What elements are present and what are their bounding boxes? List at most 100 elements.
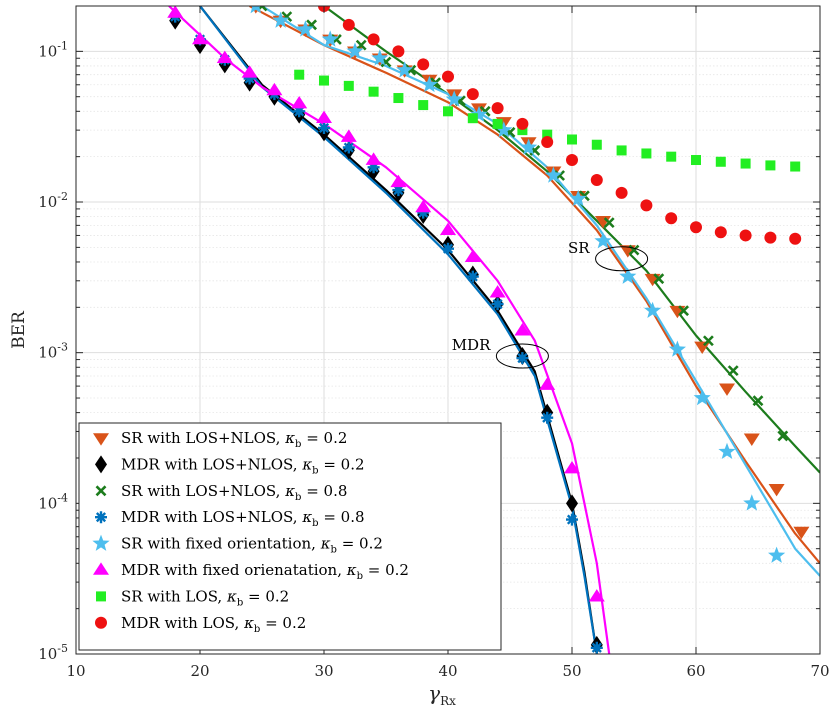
data-point-square: [96, 591, 106, 602]
data-point-x: [628, 244, 640, 256]
data-point-x: [355, 39, 367, 51]
data-point-tri-up: [93, 562, 109, 575]
legend-entry: MDR with LOS+NLOS, κb = 0.2: [95, 455, 365, 476]
data-point-star: [296, 20, 314, 37]
data-point-star: [272, 11, 290, 28]
data-point-x: [95, 485, 107, 497]
data-point-square: [517, 125, 528, 136]
data-point-square: [591, 139, 602, 150]
data-point-tri-up: [440, 222, 456, 236]
annotation-ellipse: [595, 246, 649, 272]
data-point-asterisk: [293, 105, 306, 118]
data-point-star: [693, 389, 711, 406]
data-point-tri-down: [719, 383, 735, 396]
data-point-star: [619, 267, 637, 284]
y-axis-label: BER: [9, 310, 29, 349]
data-point-square: [567, 134, 577, 145]
data-point-square: [691, 155, 701, 166]
data-point-circle: [491, 102, 504, 115]
data-point-square: [715, 156, 726, 167]
legend-entry: SR with fixed orientation, κb = 0.2: [92, 534, 383, 556]
data-point-star: [470, 105, 488, 122]
data-point-asterisk: [95, 511, 107, 524]
legend: SR with LOS+NLOS, κb = 0.2 MDR with LOS+N…: [78, 422, 502, 651]
data-point-x: [702, 335, 714, 347]
data-point-circle: [764, 231, 777, 244]
data-point-square: [418, 100, 429, 111]
data-point-star: [321, 30, 339, 47]
data-point-star: [250, 6, 262, 14]
y-tick-label: 10-1: [38, 39, 68, 60]
data-point-tri-up: [266, 82, 283, 96]
data-point-x: [678, 305, 690, 317]
data-point-star: [420, 75, 438, 93]
data-point-circle: [442, 70, 454, 83]
data-point-star: [544, 166, 562, 183]
annotation-label: MDR: [452, 336, 491, 354]
legend-entry: MDR with fixed orienatation, κb = 0.2: [93, 561, 409, 582]
curve-line: [199, 6, 598, 654]
data-point-star: [520, 138, 538, 155]
data-point-tri-up: [390, 174, 407, 188]
data-point-asterisk: [417, 206, 430, 219]
data-point-square: [294, 69, 305, 80]
data-point-tri-up: [415, 199, 432, 213]
data-point-star: [371, 49, 389, 66]
data-point-square: [492, 118, 503, 129]
data-point-star: [743, 494, 761, 511]
data-point-tri-down: [93, 433, 109, 446]
data-point-star: [92, 534, 110, 551]
annotation-label: SR: [568, 239, 590, 257]
x-axis-label: γRx: [428, 681, 456, 708]
data-point-asterisk: [243, 72, 256, 85]
data-point-circle: [342, 18, 355, 31]
data-point-asterisk: [590, 641, 603, 654]
data-point-square: [443, 106, 453, 117]
legend-label: MDR with LOS+NLOS, κb = 0.8: [121, 508, 365, 529]
data-point-tri-up: [167, 6, 184, 18]
y-tick-label: 10-2: [38, 190, 68, 211]
legend-label: SR with LOS+NLOS, κb = 0.2: [121, 429, 347, 450]
data-point-x: [777, 430, 789, 442]
x-tick-label: 50: [562, 662, 581, 680]
data-point-star: [768, 546, 786, 563]
legend-label: MDR with LOS+NLOS, κb = 0.2: [121, 455, 365, 476]
data-point-square: [542, 129, 553, 140]
data-point-circle: [690, 221, 702, 234]
data-point-asterisk: [566, 513, 578, 526]
data-point-asterisk: [318, 122, 330, 134]
data-point-asterisk: [516, 352, 529, 365]
data-point-circle: [466, 88, 479, 101]
data-point-x: [603, 217, 615, 229]
data-point-circle: [516, 117, 529, 130]
x-tick-label: 60: [686, 662, 705, 680]
data-point-tri-up: [489, 285, 506, 298]
data-point-circle: [541, 136, 554, 149]
y-tick-label: 10-3: [38, 341, 68, 362]
data-point-square: [616, 145, 627, 156]
data-point-tri-up: [564, 461, 580, 474]
marker-layer: [167, 6, 810, 654]
data-point-tri-up: [192, 31, 208, 45]
data-point-star: [346, 42, 364, 59]
series-markers: [294, 69, 801, 172]
data-point-x: [752, 395, 764, 407]
data-point-tri-down: [793, 526, 810, 540]
x-tick-label: 20: [190, 662, 209, 680]
data-point-star: [495, 121, 513, 138]
data-point-circle: [417, 58, 430, 71]
curve-line: [249, 6, 820, 565]
legend-label: SR with LOS, κb = 0.2: [121, 587, 289, 608]
data-point-diamond: [566, 494, 578, 513]
data-point-star: [718, 442, 736, 459]
x-tick-label: 10: [66, 662, 85, 680]
y-tick-label: 10-5: [38, 642, 68, 663]
data-point-asterisk: [442, 242, 454, 255]
data-point-circle: [367, 33, 380, 46]
data-point-square: [765, 160, 776, 171]
data-point-tri-up: [291, 96, 308, 109]
x-tick-label: 70: [810, 662, 829, 680]
data-point-square: [368, 86, 379, 97]
data-point-star: [569, 189, 587, 207]
